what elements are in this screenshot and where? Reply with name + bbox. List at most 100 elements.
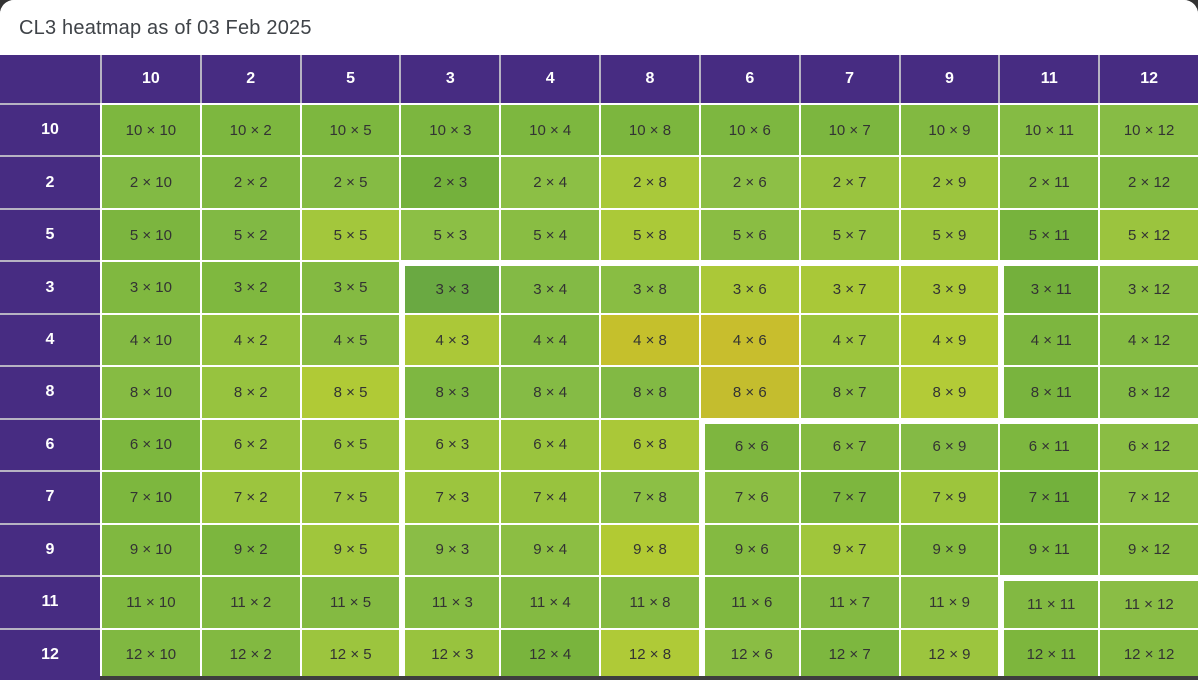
heatmap-cell: 12 × 9 — [900, 629, 999, 680]
heatmap-cell: 7 × 6 — [700, 472, 799, 523]
heatmap-cell: 3 × 5 — [301, 262, 400, 313]
heatmap-cell: 8 × 2 — [201, 367, 300, 418]
heatmap-cell: 2 × 4 — [501, 157, 600, 208]
heatmap-cell: 2 × 2 — [201, 157, 300, 208]
heatmap-cell: 9 × 11 — [1000, 524, 1099, 576]
row-header-5: 5 — [0, 209, 100, 261]
heatmap-cell: 3 × 6 — [700, 262, 799, 313]
heatmap-cell: 6 × 3 — [401, 419, 500, 471]
page-title: CL3 heatmap as of 03 Feb 2025 — [19, 17, 312, 39]
column-header-7: 7 — [800, 55, 899, 103]
heatmap-cell: 8 × 7 — [800, 367, 899, 418]
heatmap-cell: 2 × 7 — [800, 157, 899, 208]
heatmap-cell: 10 × 4 — [501, 105, 600, 156]
heatmap-cell: 10 × 10 — [102, 105, 200, 156]
heatmap-cell: 9 × 8 — [601, 524, 699, 576]
heatmap-cell: 6 × 2 — [201, 419, 300, 471]
title-bar: CL3 heatmap as of 03 Feb 2025 — [0, 0, 1198, 55]
heatmap-cell: 8 × 3 — [401, 367, 500, 418]
heatmap-cell: 5 × 3 — [401, 209, 500, 261]
heatmap-cell: 3 × 9 — [900, 262, 999, 313]
heatmap-cell: 10 × 9 — [900, 105, 999, 156]
heatmap-cell: 4 × 11 — [1000, 314, 1099, 366]
heatmap-cell: 8 × 8 — [601, 367, 699, 418]
heatmap-cell: 2 × 12 — [1100, 157, 1198, 208]
heatmap-cell: 4 × 10 — [102, 314, 200, 366]
heatmap-cell: 4 × 3 — [401, 314, 500, 366]
column-header-12: 12 — [1100, 55, 1198, 103]
heatmap-cell: 11 × 2 — [201, 577, 300, 628]
heatmap-cell: 8 × 9 — [900, 367, 999, 418]
heatmap-cell: 5 × 11 — [1000, 209, 1099, 261]
heatmap-cell: 9 × 6 — [700, 524, 799, 576]
heatmap-cell: 6 × 8 — [601, 419, 699, 471]
heatmap-cell: 9 × 2 — [201, 524, 300, 576]
heatmap-cell: 5 × 7 — [800, 209, 899, 261]
heatmap-cell: 3 × 12 — [1100, 262, 1198, 313]
heatmap-cell: 6 × 5 — [301, 419, 400, 471]
heatmap-cell: 4 × 8 — [601, 314, 699, 366]
heatmap-cell: 7 × 5 — [301, 472, 400, 523]
heatmap-cell: 10 × 2 — [201, 105, 300, 156]
heatmap-cell: 8 × 12 — [1100, 367, 1198, 418]
heatmap-cell: 3 × 10 — [102, 262, 200, 313]
heatmap-cell: 10 × 6 — [700, 105, 799, 156]
heatmap-cell: 6 × 10 — [102, 419, 200, 471]
heatmap-cell: 2 × 9 — [900, 157, 999, 208]
column-header-6: 6 — [700, 55, 799, 103]
heatmap-cell: 2 × 3 — [401, 157, 500, 208]
heatmap-cell: 8 × 11 — [1000, 367, 1099, 418]
heatmap-cell: 6 × 12 — [1100, 419, 1198, 471]
heatmap-cell: 9 × 7 — [800, 524, 899, 576]
heatmap-cell: 2 × 8 — [601, 157, 699, 208]
heatmap-cell: 12 × 7 — [800, 629, 899, 680]
heatmap-cell: 12 × 12 — [1100, 629, 1198, 680]
heatmap-cell: 6 × 11 — [1000, 419, 1099, 471]
heatmap-cell: 5 × 8 — [601, 209, 699, 261]
heatmap-cell: 6 × 4 — [501, 419, 600, 471]
heatmap-cell: 11 × 3 — [401, 577, 500, 628]
heatmap-cell: 4 × 12 — [1100, 314, 1198, 366]
heatmap-cell: 9 × 10 — [102, 524, 200, 576]
row-header-8: 8 — [0, 367, 100, 418]
heatmap-cell: 9 × 3 — [401, 524, 500, 576]
heatmap-cell: 12 × 5 — [301, 629, 400, 680]
heatmap-cell: 5 × 9 — [900, 209, 999, 261]
heatmap-cell: 3 × 11 — [1000, 262, 1099, 313]
heatmap-cell: 9 × 12 — [1100, 524, 1198, 576]
heatmap-cell: 7 × 11 — [1000, 472, 1099, 523]
heatmap-cell: 3 × 8 — [601, 262, 699, 313]
heatmap-cell: 10 × 8 — [601, 105, 699, 156]
heatmap-cell: 6 × 9 — [900, 419, 999, 471]
heatmap-cell: 7 × 12 — [1100, 472, 1198, 523]
heatmap-cell: 11 × 11 — [1000, 577, 1099, 628]
heatmap-cell: 12 × 6 — [700, 629, 799, 680]
column-header-4: 4 — [501, 55, 600, 103]
row-header-6: 6 — [0, 419, 100, 471]
heatmap-cell: 11 × 9 — [900, 577, 999, 628]
heatmap-cell: 2 × 5 — [301, 157, 400, 208]
column-header-11: 11 — [1000, 55, 1099, 103]
heatmap-cell: 9 × 9 — [900, 524, 999, 576]
heatmap-cell: 8 × 5 — [301, 367, 400, 418]
heatmap-cell: 7 × 3 — [401, 472, 500, 523]
row-header-11: 11 — [0, 577, 100, 628]
heatmap-cell: 7 × 10 — [102, 472, 200, 523]
heatmap-cell: 7 × 2 — [201, 472, 300, 523]
heatmap-cell: 3 × 7 — [800, 262, 899, 313]
column-header-9: 9 — [900, 55, 999, 103]
heatmap-cell: 3 × 3 — [401, 262, 500, 313]
heatmap-cell: 6 × 6 — [700, 419, 799, 471]
heatmap-cell: 11 × 7 — [800, 577, 899, 628]
heatmap-cell: 4 × 6 — [700, 314, 799, 366]
heatmap-cell: 10 × 11 — [1000, 105, 1099, 156]
heatmap-cell: 4 × 4 — [501, 314, 600, 366]
heatmap-cell: 6 × 7 — [800, 419, 899, 471]
row-header-9: 9 — [0, 524, 100, 576]
heatmap-cell: 11 × 12 — [1100, 577, 1198, 628]
heatmap-cell: 11 × 10 — [102, 577, 200, 628]
heatmap-cell: 7 × 8 — [601, 472, 699, 523]
heatmap-cell: 2 × 6 — [700, 157, 799, 208]
heatmap-cell: 5 × 2 — [201, 209, 300, 261]
